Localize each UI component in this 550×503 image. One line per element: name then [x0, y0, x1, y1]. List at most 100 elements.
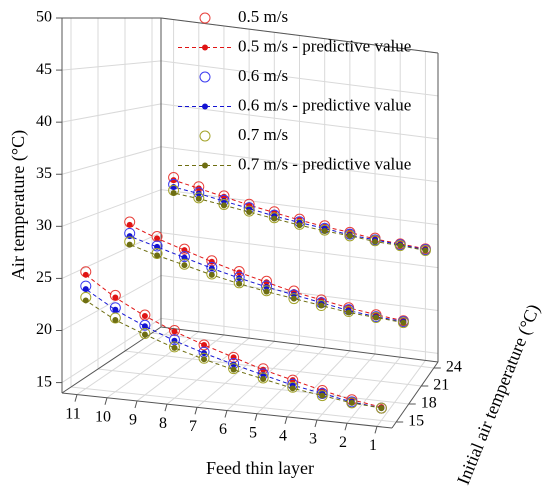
tick-mark [284, 416, 288, 425]
tick-mark [194, 407, 198, 415]
data-point [151, 240, 163, 252]
y-tick-label: 15 [408, 413, 424, 430]
data-point [206, 268, 218, 280]
grid-line [61, 103, 162, 123]
data-point [289, 385, 296, 392]
tick-mark [164, 403, 168, 412]
data-point [230, 366, 237, 373]
legend-marker [202, 44, 208, 51]
data-point [321, 227, 328, 234]
data-point [257, 372, 269, 384]
x-tick-label: 7 [189, 418, 197, 435]
x-tick-label: 5 [249, 424, 257, 441]
data-point [378, 405, 385, 412]
data-point [198, 339, 210, 351]
data-point [126, 221, 133, 228]
grid-line [196, 340, 275, 408]
legend-marker [199, 12, 211, 24]
data-point [394, 240, 406, 252]
data-point [318, 302, 325, 309]
data-point [168, 334, 180, 346]
legend-label: 0.7 m/s - predictive value [238, 154, 411, 173]
y-tick-label: 24 [446, 359, 462, 376]
legend: 0.5 m/s 0.5 m/s - predictive value 0.6 m/s… [178, 7, 411, 173]
data-point [178, 258, 190, 270]
data-point [151, 231, 163, 243]
x-axis-title: Feed thin layer [206, 458, 314, 478]
legend-label: 0.5 m/s [238, 7, 288, 26]
data-point [373, 314, 380, 321]
data-point [246, 208, 253, 215]
legend-label: 0.6 m/s [238, 66, 288, 85]
data-point [228, 363, 240, 375]
tick-mark [374, 426, 378, 434]
legend-marker [199, 71, 211, 83]
legend-marker [202, 103, 208, 110]
data-point [193, 192, 205, 204]
data-point [208, 258, 215, 265]
z-axis-title: Air temperature (°C) [8, 130, 29, 280]
grid-line [61, 275, 162, 331]
z-tick-label: 15 [36, 373, 52, 390]
data-point [288, 293, 300, 305]
data-point [170, 189, 177, 196]
data-point [260, 366, 267, 373]
series-line [129, 235, 404, 323]
data-point [178, 251, 190, 263]
series-line [85, 288, 382, 409]
data-point [82, 286, 89, 293]
data-point [287, 381, 299, 393]
tick-mark [224, 410, 228, 418]
series-line [129, 244, 404, 324]
data-point [201, 341, 208, 348]
data-point [261, 285, 273, 297]
grid-line [136, 334, 225, 402]
tick-mark [74, 394, 78, 402]
axis-edge [61, 392, 393, 429]
grid-line [286, 350, 351, 418]
grid-line [106, 331, 200, 399]
axis-edge [160, 326, 439, 363]
data-point [316, 390, 328, 402]
x-tick-label: 6 [219, 421, 227, 438]
data-point [419, 245, 431, 257]
series-line [129, 224, 404, 322]
data-point [126, 233, 133, 240]
tick-mark [134, 400, 138, 409]
z-tick-label: 50 [36, 9, 52, 26]
data-point [346, 397, 358, 409]
data-point [268, 212, 280, 224]
tick-mark [254, 413, 258, 421]
grid-line [376, 360, 426, 427]
y-tick-label: 21 [433, 377, 449, 394]
z-tick-label: 40 [36, 113, 52, 130]
data-point [397, 242, 404, 249]
z-tick-label: 20 [36, 321, 52, 338]
grid-line [97, 368, 409, 405]
z-tick-label: 30 [36, 217, 52, 234]
y-tick-label: 18 [421, 395, 437, 412]
data-point [343, 306, 355, 318]
grid-line [76, 328, 174, 396]
marks [80, 172, 431, 414]
grid-line [316, 353, 376, 421]
y-axis-title: Initial air temperature (°C) [453, 301, 545, 487]
grid-line [346, 356, 401, 424]
z-tick-label: 35 [36, 165, 52, 182]
data-point [344, 230, 356, 242]
x-tick-label: 9 [129, 412, 137, 429]
legend-label: 0.7 m/s [238, 125, 288, 144]
data-point [233, 277, 245, 289]
data-point [422, 247, 429, 254]
data-point [112, 306, 119, 313]
grid-line [61, 232, 162, 279]
grid-line [70, 386, 397, 423]
tick-mark [104, 397, 108, 405]
data-point [397, 317, 409, 329]
grid-line [61, 60, 162, 71]
grid-line [124, 350, 422, 387]
data-point [319, 392, 326, 399]
data-point [168, 341, 180, 353]
